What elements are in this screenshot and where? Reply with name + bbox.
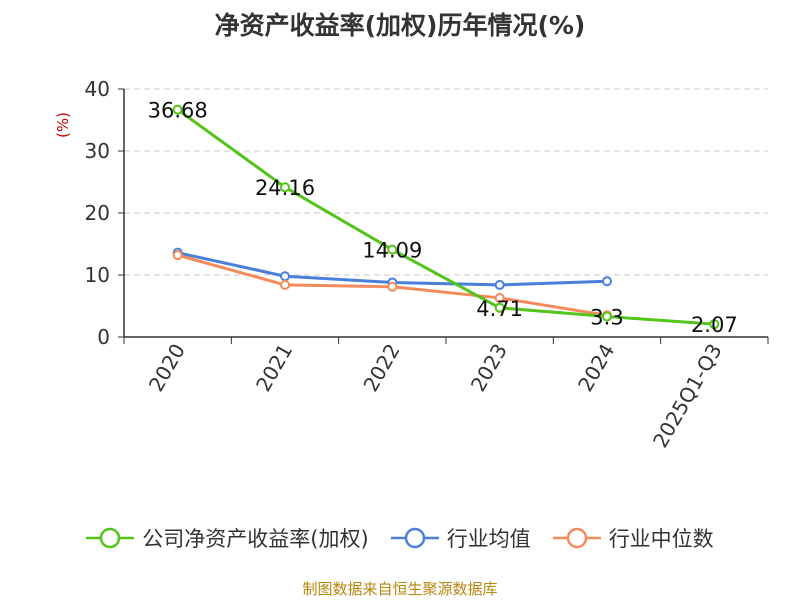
y-tick-label: 10 [85,263,110,287]
y-tick-label: 40 [85,77,110,101]
legend: 公司净资产收益率(加权) 行业均值 行业中位数 [0,518,800,558]
data-label: 36.68 [148,99,208,123]
y-axis-label: (%) [54,112,72,138]
data-point [280,182,290,193]
legend-item[interactable]: 行业均值 [390,523,531,553]
legend-swatch-icon [552,527,601,549]
legend-swatch-icon [86,527,135,549]
data-label: 2.07 [691,313,738,337]
data-point [602,276,612,287]
legend-label: 公司净资产收益率(加权) [142,527,369,551]
data-point [494,292,505,303]
x-tick-label: 2021 [251,340,297,396]
data-label: 3.3 [590,306,623,330]
data-point [172,250,183,261]
data-labels: 36.68 24.16 14.09 4.71 3.3 2.07 [148,99,738,338]
series-group [172,104,720,330]
x-tick-label: 2023 [466,340,512,396]
data-point [387,281,398,292]
x-tick-label: 2022 [358,340,404,396]
chart-title: 净资产收益率(加权)历年情况(%) [214,11,586,40]
legend-swatch-icon [390,527,439,549]
data-point [280,271,290,282]
legend-item[interactable]: 行业中位数 [552,523,714,553]
legend-item[interactable]: 公司净资产收益率(加权) [86,523,369,553]
axes: 0 10 20 30 40 (%) 2020 2021 2022 2023 2024 2025Q1-Q… [54,77,769,452]
data-point [280,279,290,290]
x-tick-label: 2020 [144,340,190,396]
legend-label: 行业中位数 [608,527,714,551]
data-label: 24.16 [255,176,315,200]
data-point [709,319,720,330]
grid-lines [124,88,768,276]
data-label: 4.71 [476,297,523,321]
series-line [176,108,715,326]
data-point [172,104,183,115]
data-point [494,279,505,290]
x-tick-label: 2025Q1-Q3 [648,340,727,452]
y-tick-label: 20 [85,201,110,225]
legend-label: 行业均值 [446,527,531,551]
data-label: 14.09 [362,239,422,263]
data-point [387,244,398,255]
x-tick-label: 2024 [573,340,619,396]
data-point [494,302,505,313]
source-note: 制图数据来自恒生聚源数据库 [302,580,498,598]
y-tick-label: 0 [97,325,110,349]
y-tick-label: 30 [85,139,110,163]
data-point [602,311,612,322]
